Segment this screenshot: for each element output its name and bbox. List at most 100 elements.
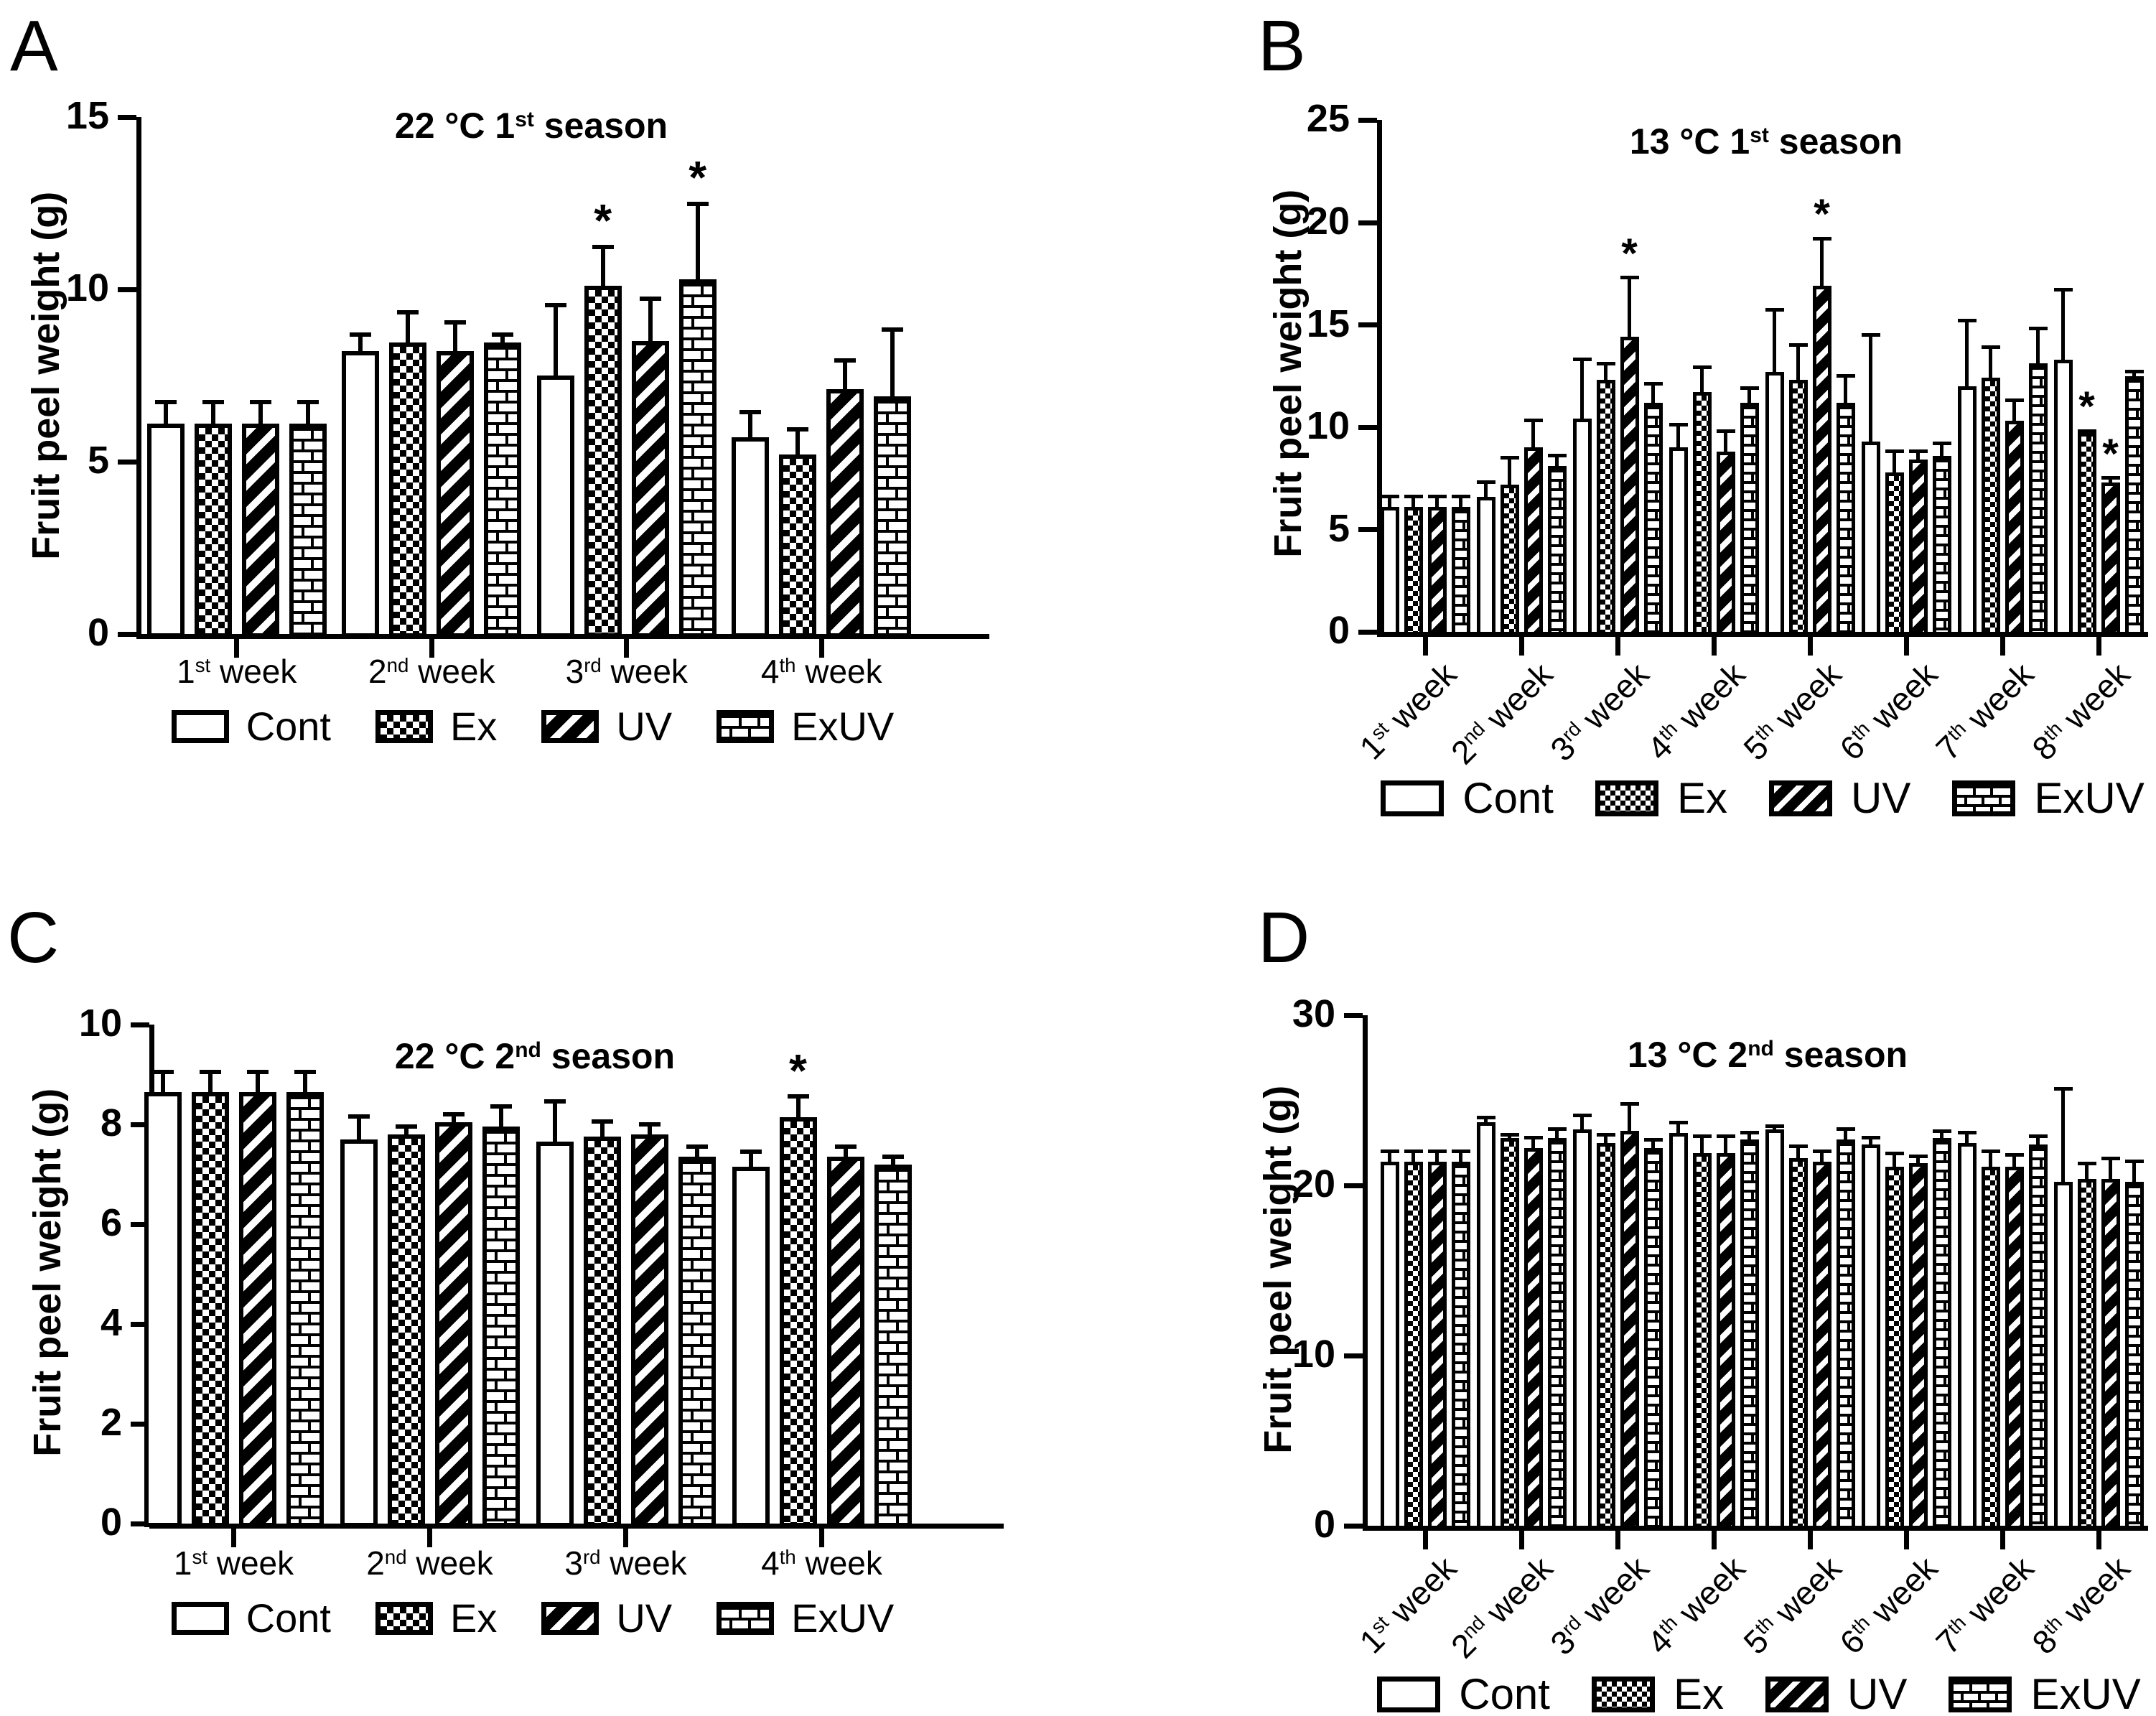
brick-joint bbox=[1943, 1489, 1946, 1496]
brick-row bbox=[1743, 574, 1755, 584]
brick-row bbox=[1839, 1488, 1852, 1498]
error-bar bbox=[1965, 320, 1969, 398]
brick-row bbox=[2128, 416, 2140, 426]
brick-joint bbox=[1654, 474, 1658, 481]
brick-row bbox=[1743, 1348, 1755, 1358]
brick-row bbox=[1936, 1253, 1948, 1263]
bar-exuv bbox=[1836, 402, 1855, 635]
brick-joint bbox=[2135, 541, 2139, 548]
brick-joint bbox=[298, 1368, 302, 1376]
brick-row bbox=[1839, 1302, 1852, 1311]
brick-row bbox=[878, 1416, 907, 1427]
brick-joint bbox=[503, 1306, 507, 1315]
brick-row bbox=[2032, 451, 2044, 461]
brick-row bbox=[1455, 1435, 1467, 1445]
brick-joint bbox=[1750, 586, 1754, 593]
brick-row bbox=[1551, 1402, 1563, 1412]
brick-row bbox=[1551, 590, 1563, 600]
brick-joint bbox=[2039, 1440, 2043, 1447]
error-bar-cap bbox=[151, 1069, 174, 1074]
brick-joint bbox=[886, 1246, 890, 1255]
brick-joint bbox=[1462, 1438, 1465, 1445]
brick-row bbox=[2128, 1204, 2140, 1213]
brick-row bbox=[2128, 1475, 2140, 1485]
error-bar-cap bbox=[1451, 1150, 1470, 1154]
brick-row bbox=[1743, 1451, 1755, 1460]
brick-joint bbox=[1462, 1214, 1465, 1221]
brick-row bbox=[682, 1355, 711, 1366]
brick-joint bbox=[895, 1516, 899, 1523]
bar-uv bbox=[1523, 1147, 1543, 1529]
brick-joint bbox=[1750, 530, 1754, 537]
brick-joint bbox=[1558, 1377, 1562, 1384]
brick-row bbox=[486, 1443, 515, 1455]
legend-label-cont: Cont bbox=[246, 1595, 331, 1641]
brick-row bbox=[1743, 1302, 1755, 1311]
brick-joint bbox=[691, 598, 694, 607]
brick-joint bbox=[298, 1152, 302, 1161]
brick-row bbox=[878, 1513, 907, 1523]
brick-row bbox=[2128, 1260, 2140, 1269]
brick-row bbox=[293, 460, 322, 472]
brick-row bbox=[1839, 490, 1852, 500]
x-category-label: 3rd week bbox=[564, 1544, 687, 1582]
brick-row bbox=[2032, 1437, 2044, 1447]
legend-swatch-ex bbox=[375, 710, 433, 743]
error-bar bbox=[406, 311, 411, 355]
brick-joint bbox=[2135, 503, 2139, 510]
brick-joint bbox=[503, 1284, 507, 1293]
brick-row bbox=[1551, 1206, 1563, 1216]
brick-row bbox=[290, 1246, 319, 1258]
brick-joint bbox=[895, 1386, 899, 1395]
brick-joint bbox=[1750, 1305, 1754, 1311]
brick-row bbox=[486, 1465, 515, 1476]
brick-joint bbox=[307, 1142, 311, 1150]
bar-cont bbox=[1957, 1142, 1977, 1529]
brick-row bbox=[683, 369, 712, 381]
brick-joint bbox=[2039, 528, 2043, 536]
brick-joint bbox=[301, 614, 304, 622]
error-bar-cap bbox=[492, 332, 514, 337]
brick-joint bbox=[2039, 1328, 2043, 1335]
brick-row bbox=[486, 1411, 515, 1422]
brick-joint bbox=[1750, 1230, 1754, 1236]
bar-uv bbox=[630, 1134, 668, 1527]
error-bar-cap bbox=[1380, 1150, 1399, 1154]
y-tick-label: 20 bbox=[1292, 1162, 1335, 1206]
brick-joint bbox=[895, 597, 899, 605]
brick-joint bbox=[1750, 511, 1754, 518]
brick-joint bbox=[1847, 455, 1850, 462]
brick-row bbox=[878, 1168, 907, 1180]
brick-joint bbox=[1558, 481, 1562, 488]
brick-joint bbox=[699, 1401, 703, 1409]
brick-row bbox=[1647, 546, 1659, 556]
brick-row bbox=[1839, 480, 1852, 490]
brick-joint bbox=[1999, 798, 2002, 804]
error-bar-cap bbox=[834, 358, 857, 363]
bar-cont bbox=[1669, 447, 1688, 635]
brick-row bbox=[682, 1236, 711, 1248]
brick-joint bbox=[1654, 1350, 1658, 1357]
brick-row bbox=[1936, 1505, 1948, 1515]
bar-exuv bbox=[1547, 1137, 1567, 1529]
brick-row bbox=[2128, 1307, 2140, 1317]
brick-row bbox=[488, 519, 518, 531]
bar-ex bbox=[779, 454, 817, 638]
brick-joint bbox=[503, 1155, 507, 1164]
brick-row bbox=[1551, 1318, 1563, 1328]
brick-row bbox=[1743, 536, 1755, 546]
brick-joint bbox=[1978, 1694, 1982, 1700]
brick-joint bbox=[1558, 500, 1562, 507]
brick-row bbox=[293, 579, 322, 590]
error-bar bbox=[1651, 383, 1655, 414]
error-bar-cap bbox=[1523, 419, 1543, 423]
brick-row bbox=[293, 611, 322, 622]
brick-joint bbox=[1558, 1321, 1562, 1328]
brick-joint bbox=[310, 582, 314, 590]
brick-joint bbox=[1943, 490, 1946, 497]
error-bar-cap bbox=[1669, 1120, 1688, 1124]
brick-row bbox=[290, 1117, 319, 1129]
brick-row bbox=[1455, 557, 1467, 567]
brick-joint bbox=[2135, 597, 2139, 604]
